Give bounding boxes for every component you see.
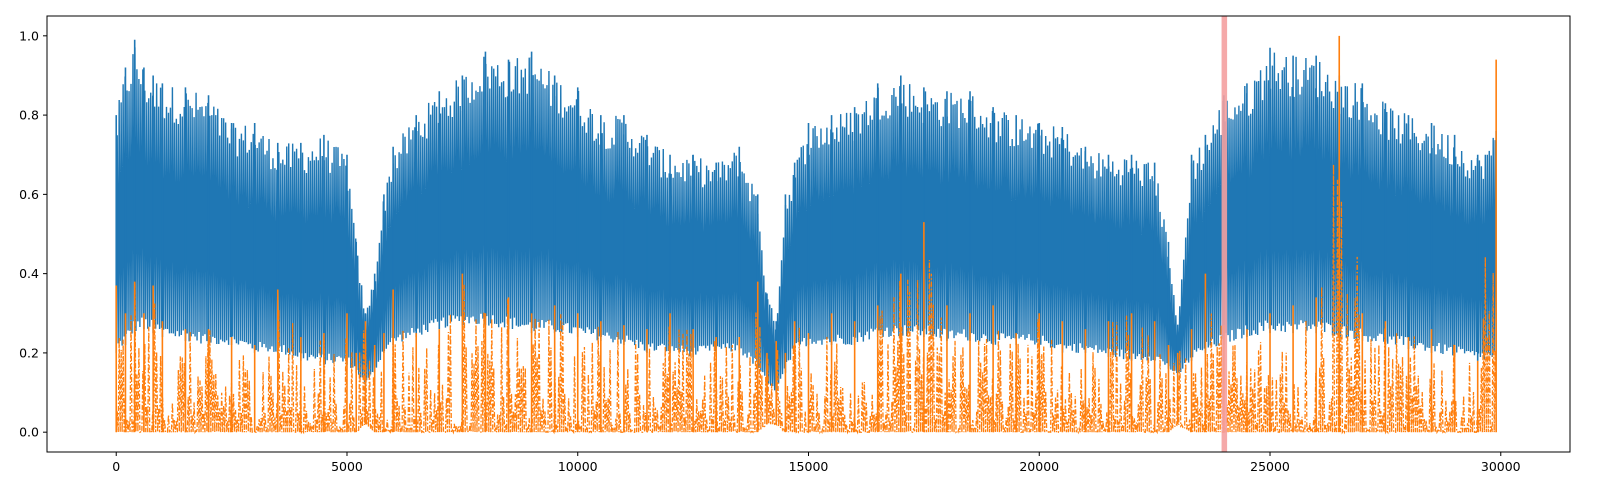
y-axis: 0.0 0.2 0.4 0.6 0.8 1.0 [19, 28, 47, 440]
y-tick-label: 0.0 [19, 425, 39, 440]
y-tick-label: 0.8 [19, 108, 39, 123]
x-tick-label: 15000 [789, 459, 829, 474]
x-tick-label: 5000 [331, 459, 363, 474]
series-2 [115, 35, 1497, 435]
highlight-span [1221, 16, 1228, 452]
x-axis: 0 5000 10000 15000 20000 25000 30000 [112, 452, 1521, 474]
x-tick-label: 20000 [1019, 459, 1059, 474]
y-tick-label: 0.6 [19, 187, 39, 202]
x-tick-label: 10000 [558, 459, 598, 474]
x-tick-label: 0 [112, 459, 120, 474]
plot-area [115, 16, 1497, 452]
x-tick-label: 25000 [1250, 459, 1290, 474]
y-tick-label: 1.0 [19, 28, 39, 43]
y-tick-label: 0.2 [19, 345, 39, 360]
y-tick-label: 0.4 [19, 266, 39, 281]
x-tick-label: 30000 [1481, 459, 1521, 474]
